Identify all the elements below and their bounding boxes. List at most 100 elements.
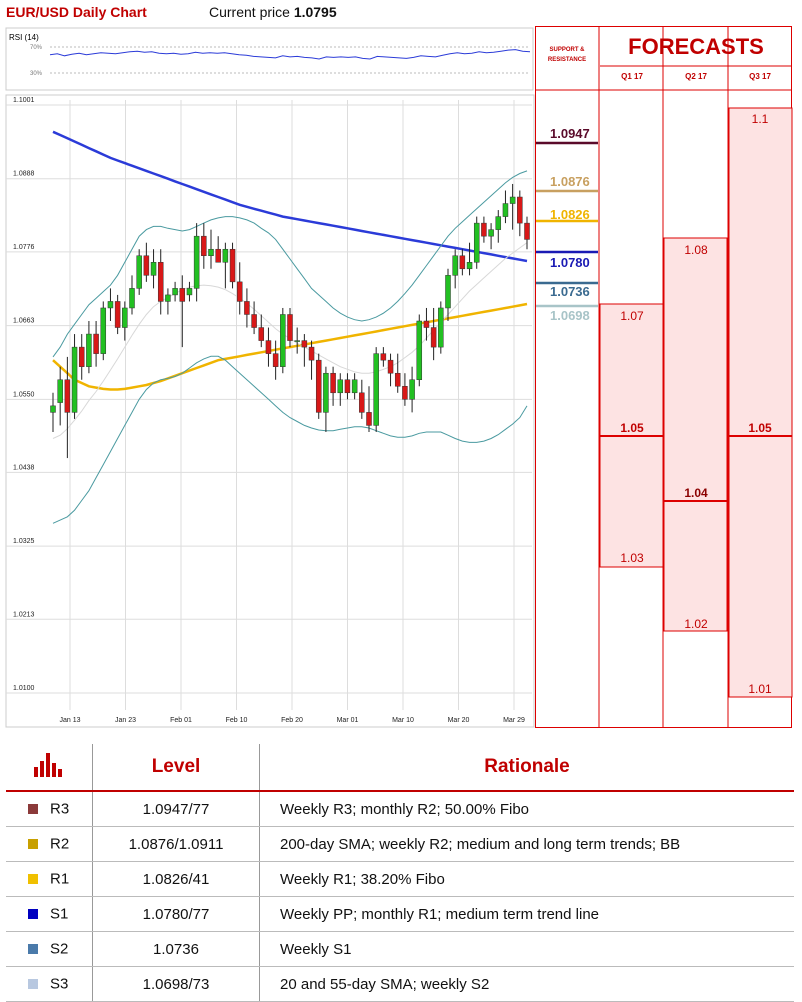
level-rationale: Weekly PP; monthly R1; medium term trend… [259, 896, 794, 932]
price-chart: RSI (14) 70% 30% 1.1001 1.0888 1.0776 1.066… [5, 27, 535, 728]
candle-body [373, 353, 379, 426]
y-axis: 1.1001 1.0888 1.0776 1.0663 1.0550 1.0438 1.03… [13, 97, 35, 692]
candle-body [438, 307, 444, 348]
y-tick-label: 1.0438 [13, 464, 35, 471]
q2-mid-label: 1.04 [684, 486, 708, 500]
level-value: 1.0947/77 [92, 791, 260, 827]
candle-body [524, 222, 530, 240]
candle-body [172, 288, 178, 296]
rsi-70-label: 70% [30, 45, 43, 51]
x-tick-label: Jan 23 [115, 717, 136, 724]
candle-body [179, 288, 186, 302]
level-swatch [28, 909, 38, 920]
candle-body [129, 288, 135, 309]
level-rationale: Weekly S1 [259, 931, 794, 967]
candle-body [359, 392, 365, 413]
level-value: 1.0826/41 [92, 861, 260, 897]
candle-body [315, 359, 322, 413]
candle-body [330, 372, 336, 394]
q2-low-label: 1.02 [684, 617, 708, 631]
candle-body [488, 229, 494, 237]
col-level-header: Level [92, 744, 260, 792]
candle-body [186, 288, 193, 296]
candle-body [301, 340, 308, 348]
level-swatch [28, 839, 38, 850]
candle-body [509, 196, 516, 204]
candle-body [157, 262, 164, 302]
rsi-frame [5, 27, 534, 91]
level-value: 1.0736 [92, 931, 260, 967]
candle-body [265, 340, 272, 354]
candle-body [150, 262, 157, 276]
y-tick-label: 1.0663 [13, 318, 35, 325]
level-swatch [28, 979, 38, 990]
q1-high-label: 1.07 [620, 309, 644, 323]
chart-title: EUR/USD Daily Chart [6, 4, 147, 20]
sr-level-r1: 1.0826 [550, 207, 590, 222]
series-line [52, 170, 528, 358]
sr-level-s1: 1.0780 [550, 255, 590, 270]
candle-body [215, 248, 221, 263]
level-name: S2 [50, 940, 69, 958]
sr-level-s3: 1.0698 [550, 308, 590, 323]
candle-body [387, 359, 394, 374]
x-tick-label: Feb 01 [170, 717, 192, 724]
candle-body [64, 379, 71, 413]
table-row: R1 1.0826/41 Weekly R1; 38.20% Fibo [6, 861, 794, 897]
candle-body [481, 222, 487, 237]
quarter-header-q2: Q2 17 [685, 72, 707, 81]
candle-body [93, 333, 99, 354]
level-name: R2 [50, 835, 70, 853]
quarter-header-q3: Q3 17 [749, 72, 771, 81]
level-name: R1 [50, 870, 70, 888]
candle-body [244, 301, 250, 315]
candle-body [229, 248, 236, 283]
forecast-graphics [535, 26, 793, 728]
y-tick-label: 1.1001 [13, 97, 35, 104]
candle-body [445, 275, 451, 309]
candle-body [402, 386, 408, 400]
level-value: 1.0876/1.0911 [92, 826, 260, 862]
candle-body [459, 255, 466, 270]
q1-low-label: 1.03 [620, 551, 644, 565]
current-price: Current price 1.0795 [209, 4, 337, 20]
candle-body [86, 333, 92, 367]
candle-body [430, 327, 437, 348]
x-tick-label: Mar 10 [392, 717, 414, 724]
level-rationale: Weekly R1; 38.20% Fibo [259, 861, 794, 897]
candle-body [236, 281, 243, 302]
series-line [52, 355, 528, 524]
x-tick-label: Jan 13 [59, 717, 80, 724]
candle-body [258, 327, 265, 341]
q1-mid-label: 1.05 [620, 421, 644, 435]
table-row: S3 1.0698/73 20 and 55-day SMA; weekly S… [6, 966, 794, 1002]
levels-table: Level Rationale R3 1.0947/77 Weekly R3; … [6, 744, 794, 1002]
candle-body [473, 222, 480, 263]
candle-body [308, 346, 315, 361]
candle-body [100, 307, 107, 354]
candle-body [394, 372, 401, 387]
forecast-range [728, 107, 793, 698]
candle-body [165, 294, 171, 302]
candle-body [287, 314, 293, 341]
x-tick-label: Mar 20 [448, 717, 470, 724]
q3-high-label: 1.1 [751, 112, 769, 126]
level-swatch [28, 874, 38, 885]
rsi-panel: RSI (14) 70% 30% [5, 27, 534, 91]
sr-level-r2: 1.0876 [550, 174, 590, 189]
candle-body [294, 340, 300, 342]
level-rationale: 20 and 55-day SMA; weekly S2 [259, 966, 794, 1002]
candle-body [517, 196, 523, 224]
forecast-range [663, 237, 728, 632]
candle-body [351, 379, 358, 394]
candle-body [280, 314, 286, 367]
candle-body [143, 255, 150, 276]
candle-body [416, 320, 423, 380]
candle-body [495, 216, 502, 230]
grid [5, 94, 535, 728]
col-rationale-header: Rationale [259, 744, 794, 792]
table-row: R2 1.0876/1.0911 200-day SMA; weekly R2;… [6, 826, 794, 862]
q3-low-label: 1.01 [748, 682, 772, 696]
candle-body [57, 379, 63, 403]
quarter-header-q1: Q1 17 [621, 72, 643, 81]
